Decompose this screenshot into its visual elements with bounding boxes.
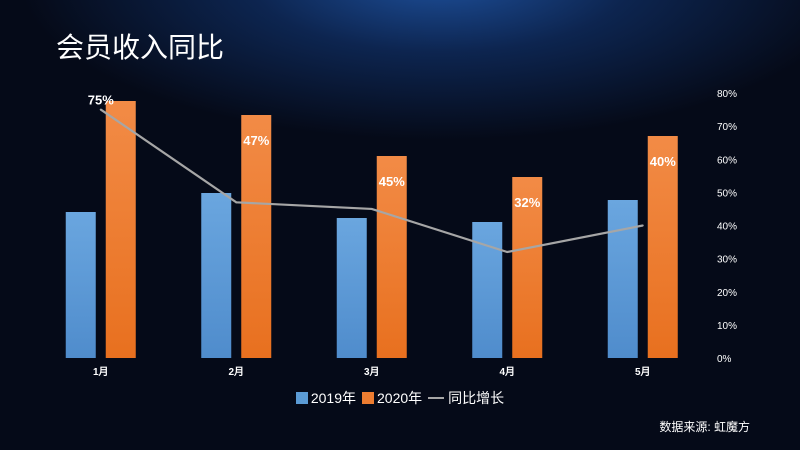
legend-line-growth [428, 397, 445, 399]
bar-2020 [512, 177, 543, 358]
x-axis-tick: 5月 [635, 366, 651, 378]
right-axis-tick: 60% [717, 155, 737, 166]
legend-label-growth: 同比增长 [448, 390, 505, 406]
growth-data-label: 75% [88, 93, 114, 108]
growth-data-label: 45% [379, 174, 405, 189]
growth-point [641, 224, 644, 227]
growth-data-label: 32% [514, 195, 540, 210]
right-axis-tick: 70% [717, 122, 737, 133]
growth-data-label: 40% [650, 154, 676, 169]
legend-swatch-2020 [362, 392, 374, 404]
right-axis-tick: 80% [717, 89, 737, 100]
bar-2020 [376, 156, 407, 358]
right-axis-tick: 10% [717, 321, 737, 332]
legend-item-growth[interactable]: 同比增长 [428, 388, 504, 408]
bar-2019 [201, 193, 232, 358]
growth-point [235, 201, 238, 204]
legend-swatch-2019 [295, 392, 308, 404]
right-axis-tick: 20% [717, 288, 737, 299]
legend-item-2019[interactable]: 2019年 [295, 388, 356, 408]
bar-2019 [65, 212, 96, 358]
bar-2019 [607, 200, 638, 358]
bar-2019 [336, 218, 367, 358]
growth-point [370, 207, 373, 210]
right-axis-tick: 0% [717, 354, 732, 365]
bar-2020 [647, 136, 678, 358]
bar-2020 [105, 101, 136, 358]
data-source: 数据来源: 虹魔方 [659, 420, 750, 434]
page-title: 会员收入同比 [56, 32, 225, 63]
x-axis-tick: 2月 [228, 366, 244, 378]
legend-label-2019: 2019年 [310, 390, 356, 406]
growth-data-label: 47% [243, 133, 269, 148]
legend-label-2020: 2020年 [377, 390, 423, 406]
bar-2020 [241, 115, 272, 358]
x-axis-tick: 4月 [499, 366, 515, 378]
x-axis-tick: 1月 [93, 366, 109, 378]
right-axis-tick: 50% [717, 188, 737, 199]
right-axis-tick: 40% [717, 222, 737, 233]
growth-point [99, 108, 102, 111]
legend: 2019年 2020年 同比增长 [0, 388, 800, 408]
legend-item-2020[interactable]: 2020年 [362, 388, 422, 408]
growth-point [506, 251, 509, 253]
right-axis-tick: 30% [717, 255, 737, 266]
x-axis-tick: 3月 [364, 366, 380, 378]
growth-line [100, 108, 643, 254]
